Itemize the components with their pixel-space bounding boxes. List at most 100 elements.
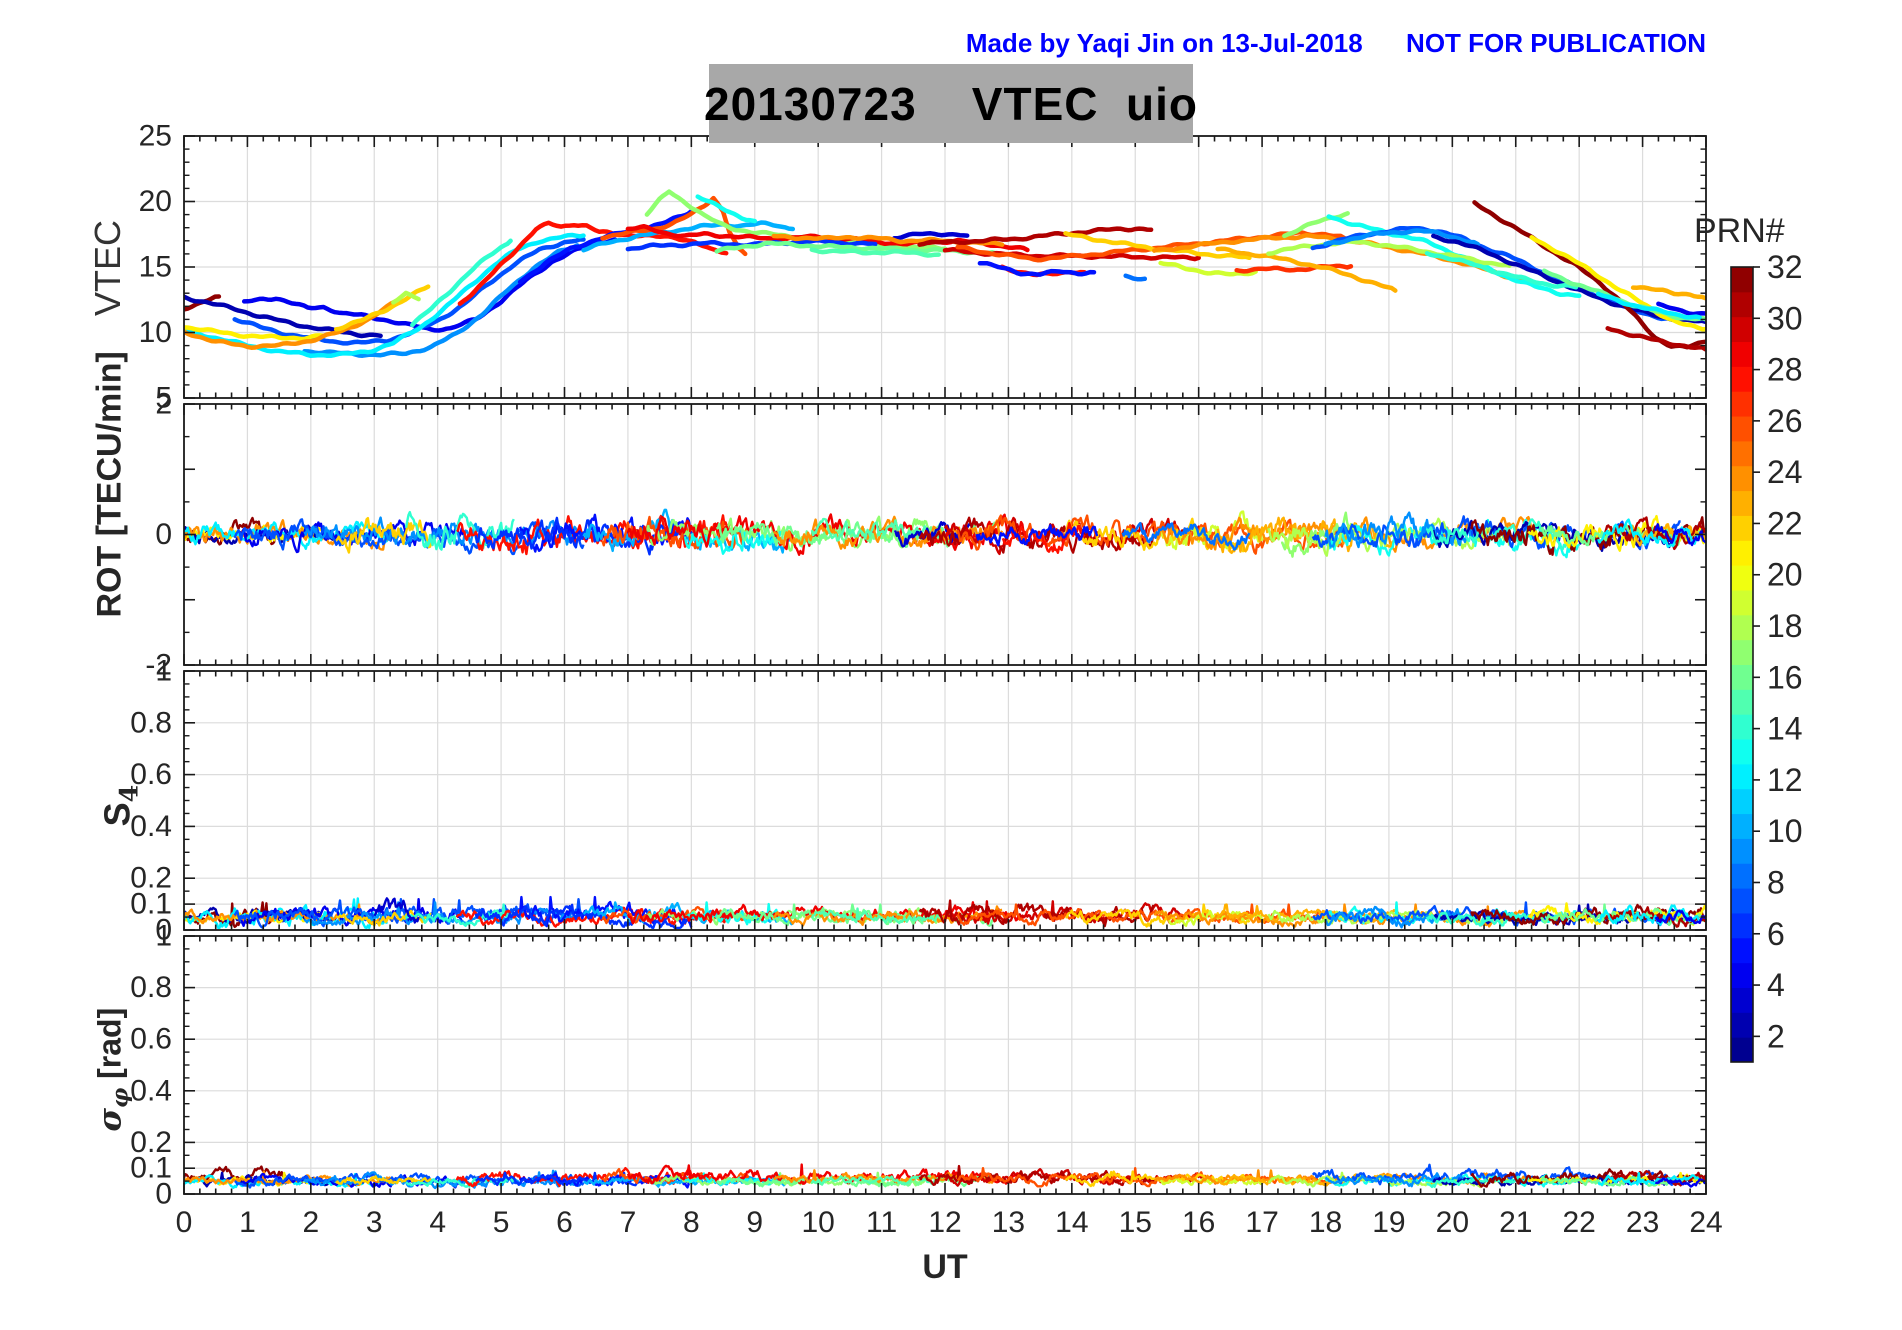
- y-axis-label-vtec: VTEC: [87, 220, 128, 317]
- colorbar: 32 30 28 26 24 22 20 18 16 14 12 10 8 6 4 2: [1730, 249, 1803, 1063]
- colorbar-segment-prn-15: [1731, 689, 1753, 715]
- vtec-trace-prn-18: [391, 290, 421, 305]
- x-tick-label: 17: [1245, 1206, 1278, 1239]
- sigma_phi-trace-prn-4: [1654, 1177, 1706, 1188]
- colorbar-segment-prn-23: [1731, 490, 1753, 516]
- x-tick-label: 14: [1055, 1206, 1088, 1239]
- vtec-trace-prn-2: [184, 294, 383, 339]
- y-tick-label-s4: 0.8: [130, 706, 172, 739]
- s4-trace-prn-18: [1267, 909, 1510, 925]
- y-tick-label-sigma_phi: 0.1: [130, 1152, 172, 1185]
- sigma-sub: φ: [107, 1087, 134, 1109]
- vtec-trace-prn-2: [1431, 233, 1706, 325]
- colorbar-segment-prn-21: [1731, 540, 1753, 566]
- colorbar-tick-label: 32: [1767, 249, 1803, 285]
- colorbar-tick-label: 4: [1767, 967, 1785, 1003]
- s4-trace-prn-12: [184, 897, 389, 930]
- s4-trace-prn-4: [1654, 909, 1706, 925]
- x-tick-label: 1: [239, 1206, 256, 1239]
- colorbar-tick-label: 2: [1767, 1018, 1785, 1054]
- rot-trace-prn-14: [404, 510, 515, 551]
- vtec-trace-prn-27: [1234, 263, 1354, 274]
- colorbar-segment-prn-5: [1731, 937, 1753, 964]
- y-tick-label-s4: 0.6: [130, 758, 172, 791]
- panel-rot: 2 0 -2: [145, 388, 1707, 682]
- vtec-trace-prn-23: [1215, 246, 1398, 293]
- colorbar-segment-prn-14: [1731, 714, 1753, 740]
- colorbar-tick-label: 24: [1767, 454, 1803, 490]
- x-tick-label: 6: [556, 1206, 573, 1239]
- x-tick-label: 21: [1499, 1206, 1532, 1239]
- rot-trace-prn-13: [683, 529, 782, 555]
- y-tick-label-vtec: 15: [139, 251, 172, 284]
- colorbar-segment-prn-13: [1731, 739, 1753, 765]
- colorbar-tick-label: 18: [1767, 608, 1803, 644]
- rot-trace-prn-26: [956, 514, 1346, 555]
- s4-sub: 4: [113, 784, 144, 803]
- y-tick-label-sigma_phi: 0.4: [130, 1074, 172, 1107]
- y-tick-label-s4: 0.2: [130, 862, 172, 895]
- series-group-sigma_phi: [184, 1163, 1706, 1190]
- y-tick-label-sigma_phi: 1: [155, 920, 172, 953]
- y-axis-label-sigma-phi: σφ [rad]: [90, 990, 133, 1150]
- colorbar-segment-prn-6: [1731, 912, 1753, 939]
- vtec-trace-prn-8: [1123, 273, 1148, 282]
- rot-trace-prn-9: [303, 516, 579, 549]
- colorbar-frame: [1730, 266, 1754, 1063]
- colorbar-segment-prn-20: [1731, 565, 1753, 591]
- series-group-rot: [184, 508, 1706, 559]
- x-tick-label: 8: [683, 1206, 700, 1239]
- x-tick-label: 11: [866, 1206, 897, 1239]
- colorbar-segment-prn-4: [1731, 962, 1753, 988]
- y-tick-label-sigma_phi: 0.2: [130, 1126, 172, 1159]
- y-tick-label-vtec: 5: [155, 382, 172, 415]
- s4-trace-prn-31: [918, 899, 1156, 928]
- sigma_phi-trace-prn-16: [716, 1173, 997, 1188]
- colorbar-segment-prn-7: [1731, 888, 1753, 914]
- rot-trace-prn-9: [1324, 511, 1479, 549]
- colorbar-segment-prn-3: [1731, 987, 1753, 1013]
- y-tick-label-rot: -2: [145, 649, 172, 682]
- colorbar-tick-label: 8: [1767, 864, 1785, 900]
- colorbar-segment-prn-9: [1731, 838, 1753, 864]
- x-tick-label: 9: [746, 1206, 763, 1239]
- s4-trace-prn-12: [1597, 904, 1701, 926]
- vtec-trace-prn-12: [1595, 291, 1702, 320]
- s4-trace-prn-15: [810, 907, 940, 925]
- vtec-trace-prn-4: [1656, 301, 1706, 317]
- y-tick-label-sigma_phi: 0.6: [130, 1023, 172, 1056]
- x-tick-label: 3: [366, 1206, 383, 1239]
- rot-trace-prn-5: [975, 524, 1099, 547]
- vtec-trace-prn-21: [184, 325, 326, 342]
- colorbar-segment-prn-19: [1731, 589, 1753, 616]
- colorbar-segment-prn-30: [1731, 316, 1753, 343]
- vtec-trace-prn-10: [581, 220, 796, 253]
- x-tick-label: 20: [1436, 1206, 1469, 1239]
- sigma_phi-trace-prn-12: [1597, 1171, 1701, 1187]
- colorbar-tick-label: 20: [1767, 557, 1803, 593]
- colorbar-segment-prn-24: [1731, 465, 1753, 492]
- vtec-trace-prn-21: [1529, 235, 1706, 332]
- sigma_phi-trace-prn-31: [918, 1164, 1156, 1187]
- colorbar-segment-prn-18: [1731, 614, 1753, 641]
- colorbar-segment-prn-26: [1731, 416, 1753, 442]
- colorbar-segment-prn-17: [1731, 639, 1753, 665]
- sigma_phi-trace-prn-9: [303, 1169, 578, 1190]
- colorbar-segment-prn-22: [1731, 515, 1753, 541]
- vtec-trace-prn-15: [809, 247, 941, 258]
- vtec-trace-prn-9: [1323, 228, 1480, 247]
- y-tick-label-vtec: 20: [139, 185, 172, 218]
- vtec-trace-prn-24: [184, 296, 402, 350]
- colorbar-segment-prn-16: [1731, 664, 1753, 690]
- colorbar-segment-prn-25: [1731, 440, 1753, 467]
- x-tick-label: 19: [1372, 1206, 1405, 1239]
- colorbar-segment-prn-8: [1731, 863, 1753, 889]
- y-tick-label-rot: 2: [155, 388, 172, 421]
- vtec-trace-prn-14: [1424, 251, 1579, 290]
- s4-trace-prn-23: [1216, 903, 1397, 925]
- colorbar-tick-label: 30: [1767, 300, 1803, 336]
- x-tick-label: 23: [1626, 1206, 1659, 1239]
- series-group-vtec: [184, 189, 1706, 359]
